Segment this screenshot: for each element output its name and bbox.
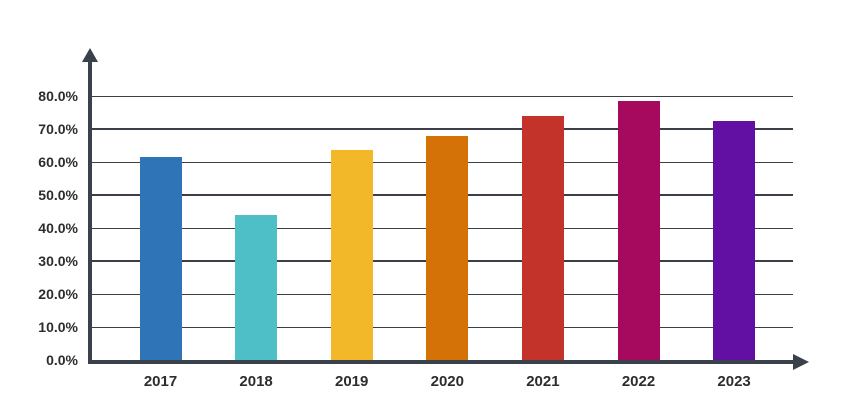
bar-2017 bbox=[139, 157, 182, 360]
bar-2018 bbox=[235, 214, 278, 360]
x-tick-label-2018: 2018 bbox=[239, 373, 273, 390]
y-axis-arrow-icon bbox=[82, 48, 98, 62]
y-tick-label-20: 20.0% bbox=[38, 286, 78, 302]
bar-2019 bbox=[330, 150, 373, 360]
y-tick-label-80: 80.0% bbox=[38, 88, 78, 104]
x-axis-line bbox=[88, 360, 793, 364]
x-tick-label-2019: 2019 bbox=[335, 373, 369, 390]
bar-2021 bbox=[521, 115, 564, 360]
x-tick-label-2020: 2020 bbox=[430, 373, 464, 390]
y-tick-label-0: 0.0% bbox=[46, 352, 78, 368]
x-tick-label-2017: 2017 bbox=[143, 373, 178, 390]
gridline-80 bbox=[92, 96, 793, 97]
y-axis-line bbox=[88, 58, 92, 364]
y-tick-label-70: 70.0% bbox=[38, 121, 78, 137]
y-tick-label-50: 50.0% bbox=[38, 187, 78, 203]
y-tick-label-40: 40.0% bbox=[38, 220, 78, 236]
bar-2023 bbox=[713, 120, 756, 360]
x-tick-label-2022: 2022 bbox=[621, 373, 656, 390]
y-tick-label-30: 30.0% bbox=[38, 253, 78, 269]
x-tick-label-2023: 2023 bbox=[717, 373, 751, 390]
x-axis-arrow-icon bbox=[793, 354, 809, 370]
gridline-70 bbox=[92, 128, 793, 130]
bar-2022 bbox=[617, 100, 660, 360]
x-tick-label-2021: 2021 bbox=[526, 373, 560, 390]
y-tick-label-10: 10.0% bbox=[38, 319, 78, 335]
y-tick-label-60: 60.0% bbox=[38, 154, 78, 170]
bar-2020 bbox=[426, 135, 469, 360]
